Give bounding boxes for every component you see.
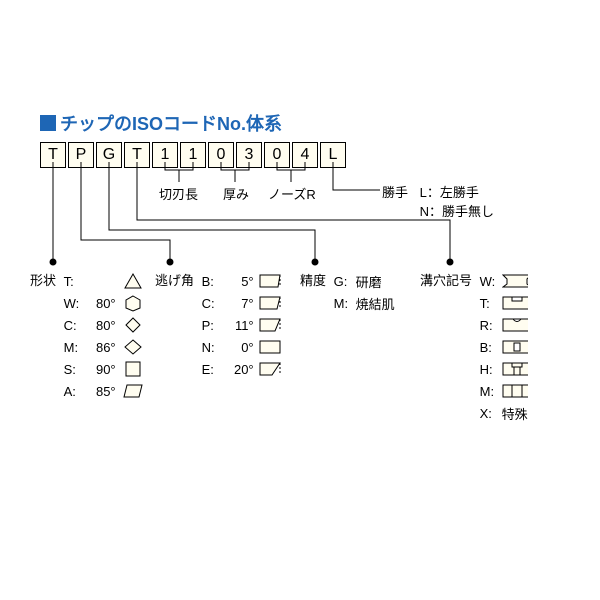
precision-title: 精度 [300, 270, 326, 289]
code-box-9: 4 [292, 142, 318, 168]
shape-C: C: [64, 318, 86, 333]
shape-title: 形状 [30, 270, 56, 289]
relief-N-ang: 0° [224, 340, 254, 355]
hole-W-icon [502, 272, 528, 290]
hand-title: 勝手 [382, 185, 408, 200]
relief7-icon [258, 294, 284, 312]
shape-S-ang: 90° [86, 362, 116, 377]
code-box-4: 1 [152, 142, 178, 168]
title-square [40, 115, 56, 136]
code-box-7: 3 [236, 142, 262, 168]
label-cutedge: 切刃長 [159, 184, 198, 203]
relief-E: E: [202, 362, 224, 377]
code-box-2: G [96, 142, 122, 168]
shape-C-ang: 80° [86, 318, 116, 333]
prec-M: M: [334, 296, 356, 311]
square-icon [120, 360, 146, 378]
code-box-0: T [40, 142, 66, 168]
hole-B: B: [480, 340, 502, 355]
hole-X: X: [480, 406, 502, 421]
relief0-icon [258, 338, 284, 356]
shape-S: S: [64, 362, 86, 377]
hole-T-icon [502, 294, 528, 312]
relief-title: 逃げ角 [155, 270, 194, 289]
relief-P: P: [202, 318, 224, 333]
hole-title: 溝穴記号 [420, 270, 472, 289]
code-box-1: P [68, 142, 94, 168]
hole-X-txt: 特殊 [502, 404, 528, 423]
code-box-10: L [320, 142, 346, 168]
section-precision: 精度 G:研磨 M:焼結肌 [300, 270, 395, 314]
hand-N-code: N： [420, 204, 442, 219]
relief20-icon [258, 360, 284, 378]
relief-B: B: [202, 274, 224, 289]
code-box-8: 0 [264, 142, 290, 168]
shape-M-ang: 86° [86, 340, 116, 355]
hole-W: W: [480, 274, 502, 289]
hole-H-icon [502, 360, 528, 378]
shape-A: A: [64, 384, 86, 399]
relief-C: C: [202, 296, 224, 311]
triangle-icon [120, 272, 146, 290]
parallelogram-icon [120, 382, 146, 400]
code-box-3: T [124, 142, 150, 168]
relief5-icon [258, 272, 284, 290]
page-title: チップのISOコードNo.体系 [40, 110, 560, 136]
rhombus80-icon [120, 316, 146, 334]
title-text: チップのISOコードNo.体系 [60, 114, 282, 134]
hand-L-code: L： [420, 185, 440, 200]
shape-T: T: [64, 274, 86, 289]
relief-B-ang: 5° [224, 274, 254, 289]
relief11-icon [258, 316, 284, 334]
hole-R: R: [480, 318, 502, 333]
hole-H: H: [480, 362, 502, 377]
section-hole: 溝穴記号 W: T: R: B: H: M: X:特殊 [420, 270, 528, 424]
relief-C-ang: 7° [224, 296, 254, 311]
hole-T: T: [480, 296, 502, 311]
prec-G: G: [334, 274, 356, 289]
code-box-6: 0 [208, 142, 234, 168]
label-thickness: 厚み [223, 184, 249, 203]
section-shape: 形状 T: W:80° C:80° M:86° S:90° A:85° [30, 270, 146, 402]
hole-M: M: [480, 384, 502, 399]
relief-E-ang: 20° [224, 362, 254, 377]
code-row: T P G T 1 1 0 3 0 4 L [40, 142, 560, 168]
hexagon-icon [120, 294, 146, 312]
hole-R-icon [502, 316, 528, 334]
prec-M-txt: 焼結肌 [356, 294, 395, 313]
hand-L-text: 左勝手 [440, 185, 479, 200]
shape-M: M: [64, 340, 86, 355]
rhombus86-icon [120, 338, 146, 356]
shape-A-ang: 85° [86, 384, 116, 399]
shape-W: W: [64, 296, 86, 311]
relief-N: N: [202, 340, 224, 355]
shape-W-ang: 80° [86, 296, 116, 311]
section-relief: 逃げ角 B:5° C:7° P:11° N:0° E:20° [155, 270, 284, 380]
hole-B-icon [502, 338, 528, 356]
relief-P-ang: 11° [224, 318, 254, 333]
hole-M-icon [502, 382, 528, 400]
prec-G-txt: 研磨 [356, 272, 382, 291]
label-noseR: ノーズR [268, 184, 316, 203]
code-box-5: 1 [180, 142, 206, 168]
hand-block: 勝手 L：左勝手 N：勝手無し [382, 182, 494, 220]
hand-N-text: 勝手無し [442, 204, 494, 219]
